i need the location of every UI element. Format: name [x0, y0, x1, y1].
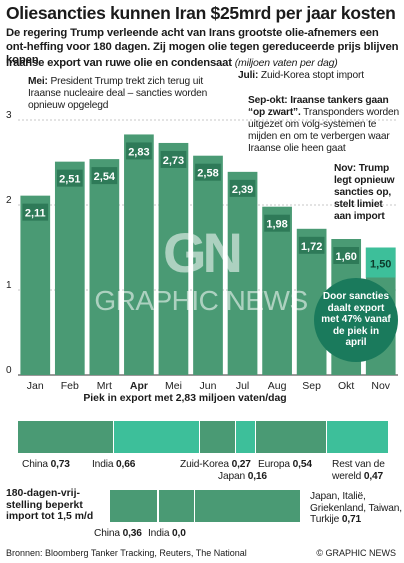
exemption-segment-zuid-korea [159, 490, 195, 522]
copyright: © GRAPHIC NEWS [316, 548, 396, 558]
bar-value-label: 2,73 [163, 155, 184, 167]
peak-label-india: India 0,66 [92, 459, 136, 470]
bar-jul [227, 171, 258, 375]
x-tick-label: Sep [302, 380, 321, 392]
peak-segment-india [114, 421, 200, 453]
x-tick-label: Feb [61, 380, 79, 392]
chart-subtitle: De regering Trump verleende acht van Ira… [6, 27, 399, 66]
x-tick-label: Nov [371, 380, 390, 392]
exemption-title: 180-dagen-vrij-stelling beperkt import t… [6, 488, 94, 523]
axis-unit: (miljoen vaten per dag) [234, 57, 338, 69]
exemption-segment-china [110, 490, 158, 522]
bar-value-box [126, 142, 152, 160]
bar-jan [20, 195, 51, 375]
bar-feb [54, 161, 85, 375]
annotation-mei: Mei: President Trump trekt zich terug ui… [28, 76, 214, 112]
decline-circle: Door sancties daalt export met 47% vanaf… [314, 278, 398, 362]
x-tick-label: Okt [338, 380, 354, 392]
bar-nov-value-label: 1,50 [370, 259, 391, 271]
y-tick-label: 2 [6, 195, 12, 206]
annotation-sep-okt: Sep-okt: Iraanse tankers gaan “op zwart”… [248, 95, 400, 155]
bar-value-label: 2,83 [128, 146, 149, 158]
peak-label-rest: Rest van de wereld 0,47 [332, 459, 385, 482]
peak-label-zuid-korea: Zuid-Korea 0,27 [180, 459, 251, 470]
exemption-label-india: India 0,0 [148, 528, 186, 539]
peak-segment-zuid-korea [200, 421, 236, 453]
bar-value-label: 2,54 [94, 171, 116, 183]
bar-mei [158, 142, 189, 375]
decline-circle-text: Door sancties daalt export met 47% vanaf… [321, 291, 391, 349]
bar-nov-highlight [365, 247, 396, 278]
bar-value-label: 2,11 [25, 208, 46, 220]
sources-footer: Bronnen: Bloomberg Tanker Tracking, Reut… [6, 548, 247, 558]
y-tick-label: 1 [6, 280, 12, 291]
x-tick-label: Aug [268, 380, 287, 392]
peak-segment-japan [236, 421, 256, 453]
x-tick-label: Mrt [97, 380, 112, 392]
bar-value-box [264, 214, 290, 232]
x-tick-label: Apr [130, 380, 148, 392]
bar-value-label: 1,60 [335, 251, 356, 263]
bar-mrt [89, 159, 120, 375]
peak-label-europa: Europa 0,54 [258, 459, 312, 470]
x-tick-label: Jul [236, 380, 249, 392]
bar-value-box [333, 247, 360, 264]
exemption-label-others: Japan, Italië, Griekenland, Taiwan, Turk… [310, 491, 402, 525]
y-tick-label: 0 [6, 365, 12, 376]
exemption-segment-india [158, 490, 159, 522]
bar-value-label: 2,51 [59, 174, 80, 186]
exemption-strip [110, 490, 300, 522]
chart-title: Oliesancties kunnen Iran $25mrd per jaar… [6, 3, 396, 23]
peak-segment-china [18, 421, 114, 453]
bar-apr [124, 134, 154, 375]
bar-value-box [22, 203, 49, 221]
bar-aug [262, 206, 292, 375]
annotation-mei-text: President Trump trekt zich terug uit Ira… [28, 76, 208, 111]
peak-title: Piek in export met 2,83 miljoen vaten/da… [83, 393, 287, 404]
peak-segment-europa [256, 421, 327, 453]
axis-title-text: Iraanse export van ruwe olie en condensa… [6, 57, 232, 69]
annotation-sep-okt-text: Transponders worden uitgezet om volg-sys… [248, 107, 400, 154]
bar-value-box [229, 179, 256, 197]
bar-value-label: 2,39 [232, 184, 253, 196]
annotation-nov-bold: Nov: Trump legt opnieuw sancties op, ste… [334, 163, 395, 222]
bar-value-label: 1,98 [266, 219, 287, 231]
bar-value-box [56, 169, 83, 187]
exemption-segment-japan-etc [195, 490, 300, 522]
bar-value-box [298, 236, 325, 254]
bar-value-label: 2,58 [197, 168, 218, 180]
peak-label-japan: Japan 0,16 [218, 471, 267, 482]
annotation-juli-bold: Juli: [238, 70, 259, 81]
annotation-nov: Nov: Trump legt opnieuw sancties op, ste… [334, 163, 400, 223]
peak-segment-rest [327, 421, 388, 453]
bar-value-box [160, 150, 187, 168]
x-tick-label: Jan [27, 380, 44, 392]
x-tick-label: Jun [200, 380, 217, 392]
bar-jun [193, 155, 223, 375]
annotation-sep-okt-bold: Sep-okt: Iraanse tankers gaan “op zwart”… [248, 95, 389, 118]
peak-strip [18, 421, 388, 453]
peak-label-china: China 0,73 [22, 459, 70, 470]
bar-value-box [195, 163, 221, 181]
annotation-juli: Juli: Zuid-Korea stopt import [238, 70, 398, 82]
axis-title: Iraanse export van ruwe olie en condensa… [6, 57, 338, 69]
bar-value-label: 1,72 [301, 241, 322, 253]
annotation-juli-text: Zuid-Korea stopt import [258, 70, 364, 81]
bar-value-box [91, 167, 118, 185]
x-tick-label: Mei [165, 380, 182, 392]
annotation-mei-bold: Mei: [28, 76, 48, 87]
exemption-label-china: China 0,36 [94, 528, 142, 539]
y-tick-label: 3 [6, 110, 12, 121]
